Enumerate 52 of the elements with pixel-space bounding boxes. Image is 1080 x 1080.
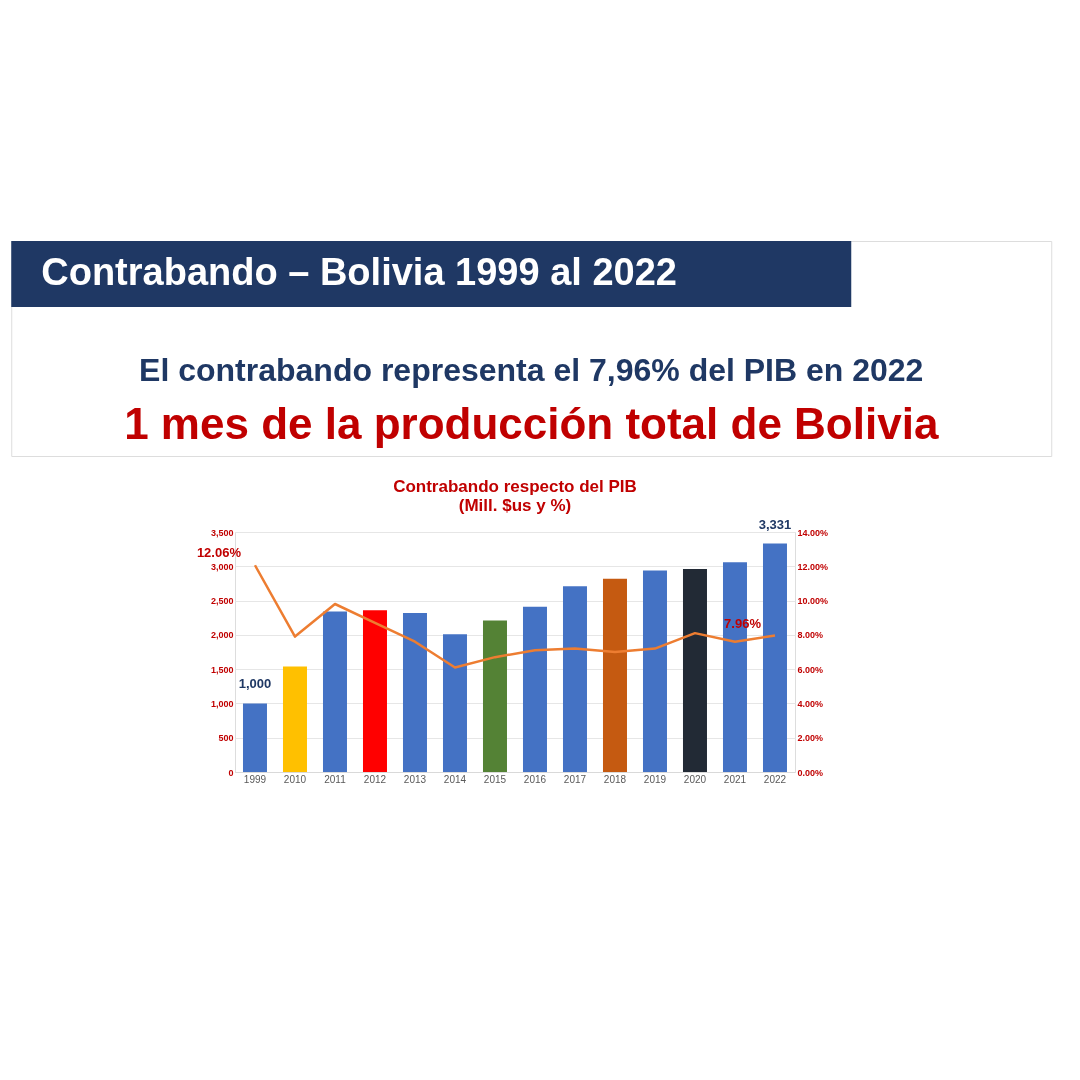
x-tick-label: 2012 [363, 773, 387, 785]
x-tick-label: 2015 [483, 773, 507, 785]
bar [642, 570, 667, 772]
y-tick-label: 1,000 [210, 698, 234, 709]
bar [482, 620, 507, 772]
bar [242, 703, 267, 772]
bar [322, 611, 347, 772]
bar [522, 606, 547, 772]
y2-tick-label: 10.00% [797, 596, 829, 607]
y2-tick-label: 0.00% [797, 767, 824, 778]
bar [282, 666, 307, 772]
x-tick-label: 2018 [603, 773, 627, 785]
bar [682, 569, 707, 772]
y2-tick-label: 6.00% [797, 664, 824, 675]
y2-tick-label: 14.00% [797, 527, 829, 538]
bar [602, 578, 627, 772]
bar [762, 543, 787, 772]
y-tick-label: 2,000 [210, 630, 234, 641]
x-tick-label: 2022 [763, 773, 787, 785]
x-tick-label: 2017 [563, 773, 587, 785]
data-label: 12.06% [196, 545, 242, 561]
y-tick-label: 3,000 [210, 561, 234, 572]
bar [442, 634, 467, 772]
bar [402, 612, 427, 772]
x-tick-label: 2019 [643, 773, 667, 785]
x-tick-label: 2016 [523, 773, 547, 785]
x-tick-label: 2010 [283, 773, 307, 785]
y-tick-label: 3,500 [210, 527, 234, 538]
x-tick-label: 1999 [243, 773, 267, 785]
bar [362, 610, 387, 772]
y-tick-label: 0 [228, 767, 234, 778]
y2-tick-label: 8.00% [797, 630, 824, 641]
y-tick-label: 1,500 [210, 664, 234, 675]
chart-subtitle: El contrabando representa el 7,96% del PIB en 2022 [139, 352, 924, 388]
bar [562, 586, 587, 772]
data-label: 3,331 [758, 516, 792, 532]
y2-tick-label: 12.00% [797, 561, 829, 572]
x-tick-label: 2020 [683, 773, 707, 785]
y-tick-label: 500 [218, 733, 234, 744]
y2-tick-label: 4.00% [797, 698, 824, 709]
x-tick-label: 2014 [443, 773, 467, 785]
data-label: 1,000 [238, 676, 272, 692]
text: 1 mes de la producción total de Bolivia [124, 399, 939, 448]
text: Contrabando respecto del PIB [393, 476, 637, 496]
line-series [253, 564, 777, 669]
chart-title: Contrabando – Bolivia 1999 al 2022 [41, 251, 677, 293]
y-tick-label: 2,500 [210, 596, 234, 607]
x-tick-label: 2021 [723, 773, 747, 785]
x-tick-label: 2013 [403, 773, 427, 785]
y2-tick-label: 2.00% [797, 733, 824, 744]
x-tick-label: 2011 [324, 773, 347, 785]
text: (Mill. $us y %) [458, 495, 572, 515]
